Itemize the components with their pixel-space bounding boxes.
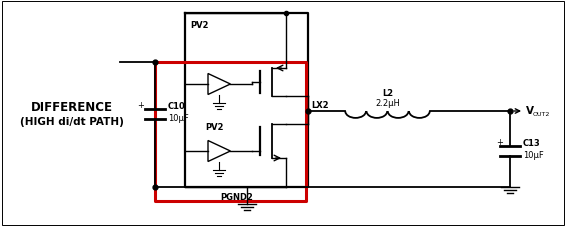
Text: PGND2: PGND2	[220, 193, 253, 202]
Text: C13: C13	[523, 139, 541, 148]
Text: PV2: PV2	[190, 20, 208, 29]
Text: PV2: PV2	[205, 123, 224, 132]
Text: L2: L2	[382, 89, 393, 98]
Text: OUT2: OUT2	[533, 112, 550, 117]
Text: 10μF: 10μF	[168, 114, 188, 123]
Text: C10: C10	[168, 102, 186, 111]
Text: (HIGH di/dt PATH): (HIGH di/dt PATH)	[20, 116, 124, 126]
Text: +: +	[138, 101, 144, 110]
Text: DIFFERENCE: DIFFERENCE	[31, 101, 113, 114]
Text: 10μF: 10μF	[523, 151, 544, 160]
Text: 2.2μH: 2.2μH	[375, 98, 400, 107]
Text: LX2: LX2	[311, 101, 329, 110]
Text: V: V	[526, 106, 534, 116]
Text: +: +	[496, 138, 503, 147]
